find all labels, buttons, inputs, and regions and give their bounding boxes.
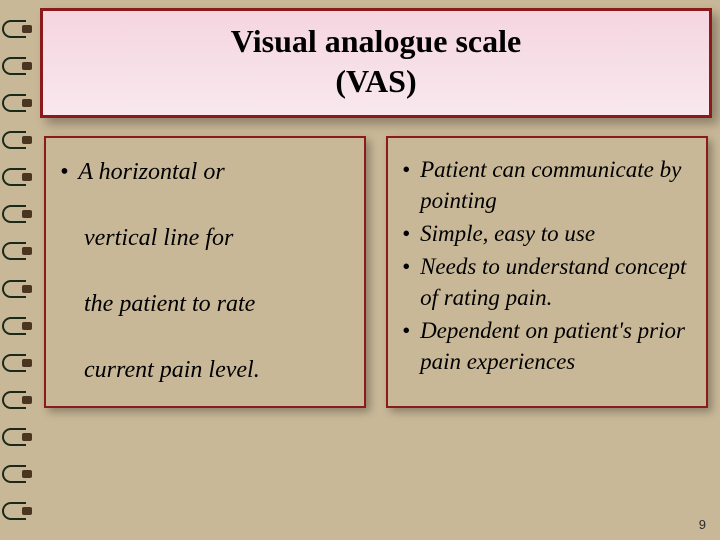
columns: • A horizontal or vertical line for the … xyxy=(40,136,712,408)
list-item: • Dependent on patient's prior pain expe… xyxy=(402,315,692,377)
slide-content: Visual analogue scale (VAS) • A horizont… xyxy=(40,8,712,532)
list-item: • Simple, easy to use xyxy=(402,218,692,249)
spiral-ring xyxy=(2,502,26,520)
spiral-ring xyxy=(2,428,26,446)
list-item: • Patient can communicate by pointing xyxy=(402,154,692,216)
bullet-icon: • xyxy=(402,218,410,249)
right-item-text: Patient can communicate by pointing xyxy=(420,154,692,216)
spiral-ring xyxy=(2,465,26,483)
spiral-ring xyxy=(2,131,26,149)
spiral-ring xyxy=(2,354,26,372)
spiral-ring xyxy=(2,94,26,112)
bullet-icon: • xyxy=(60,154,68,190)
left-line-3: the patient to rate xyxy=(60,286,350,322)
left-bullet-block: • A horizontal or vertical line for the … xyxy=(60,154,350,388)
list-item: • Needs to understand concept of rating … xyxy=(402,251,692,313)
left-column: • A horizontal or vertical line for the … xyxy=(44,136,366,408)
spiral-ring xyxy=(2,317,26,335)
bullet-icon: • xyxy=(402,251,410,313)
right-item-text: Simple, easy to use xyxy=(420,218,595,249)
spiral-binding xyxy=(0,0,30,540)
left-line-2: vertical line for xyxy=(60,220,350,256)
spiral-ring xyxy=(2,20,26,38)
spiral-ring xyxy=(2,57,26,75)
left-line-4: current pain level. xyxy=(60,352,350,388)
right-bullet-list: • Patient can communicate by pointing • … xyxy=(402,154,692,377)
left-line-1: A horizontal or xyxy=(78,154,224,190)
title-line-1: Visual analogue scale xyxy=(63,21,689,61)
right-item-text: Needs to understand concept of rating pa… xyxy=(420,251,692,313)
spiral-ring xyxy=(2,242,26,260)
right-column: • Patient can communicate by pointing • … xyxy=(386,136,708,408)
title-box: Visual analogue scale (VAS) xyxy=(40,8,712,118)
spiral-ring xyxy=(2,168,26,186)
title-line-2: (VAS) xyxy=(63,61,689,101)
bullet-icon: • xyxy=(402,154,410,216)
page-number: 9 xyxy=(699,517,706,532)
spiral-ring xyxy=(2,391,26,409)
bullet-icon: • xyxy=(402,315,410,377)
spiral-ring xyxy=(2,205,26,223)
right-item-text: Dependent on patient's prior pain experi… xyxy=(420,315,692,377)
spiral-ring xyxy=(2,280,26,298)
